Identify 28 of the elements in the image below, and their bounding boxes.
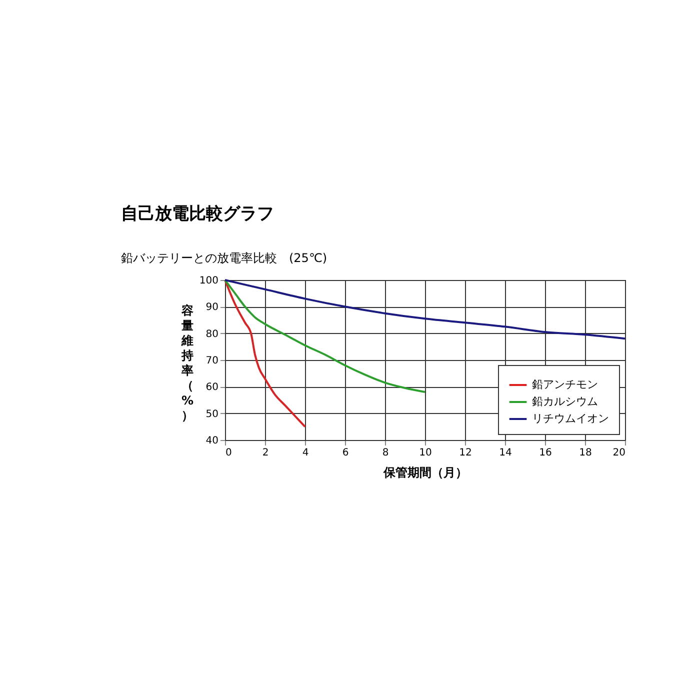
y-tick-label: 90: [206, 302, 218, 314]
x-tick-label: 14: [499, 448, 512, 458]
x-tick-label: 4: [302, 448, 309, 458]
y-tick-label: 80: [206, 328, 218, 340]
x-tick-label: 10: [419, 448, 432, 458]
chart-subtitle: 鉛バッテリーとの放電率比較 (25℃): [120, 251, 328, 265]
x-tick-label: 20: [612, 448, 626, 458]
y-tick-label: 40: [206, 436, 218, 446]
chart-title: 自己放電比較グラフ: [120, 204, 274, 224]
line-series: [224, 279, 426, 393]
y-axis-title: 容量維持率（%）: [180, 304, 194, 422]
line-series: [224, 279, 626, 340]
y-tick-label: 100: [199, 276, 218, 286]
legend-label: 鉛カルシウム: [532, 395, 598, 408]
x-tick-label: 16: [539, 448, 552, 458]
legend-label: リチウムイオン: [532, 412, 609, 425]
y-tick-label: 70: [206, 356, 218, 366]
y-tick-label: 60: [206, 382, 218, 394]
legend-label: 鉛アンチモン: [532, 378, 598, 391]
x-tick-label: 0: [226, 448, 232, 458]
x-tick-label: 6: [342, 448, 349, 458]
x-tick-label: 18: [579, 448, 592, 458]
x-axis-title: 保管期間（月）: [382, 466, 468, 480]
x-tick-label: 2: [262, 448, 269, 458]
y-tick-label: 50: [206, 408, 218, 420]
line-series: [224, 279, 306, 428]
x-tick-label: 12: [459, 448, 472, 458]
x-tick-label: 8: [382, 448, 389, 458]
